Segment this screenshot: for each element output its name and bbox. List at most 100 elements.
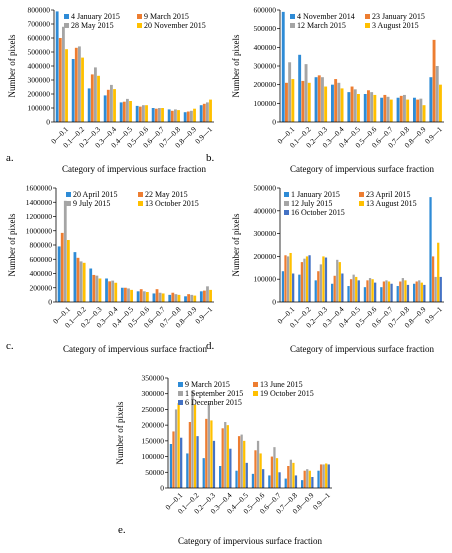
legend-label: 28 May 2015: [71, 21, 114, 30]
x-tick-label: 0.9—1: [311, 491, 332, 512]
bar-s4-c9: [420, 282, 423, 302]
bar-s3-c4: [224, 422, 227, 488]
bar-s5-c6: [262, 469, 265, 488]
bar-s2-c1: [58, 38, 62, 122]
bar-s3-c8: [174, 294, 178, 302]
y-tick-label: 500000: [28, 48, 51, 57]
bar-s5-c7: [278, 472, 281, 488]
bar-s3-c9: [190, 110, 193, 122]
bar-s4-c4: [114, 282, 118, 302]
bar-s2-c9: [303, 470, 306, 488]
legend-swatch: [137, 23, 142, 28]
bar-s1-c1: [57, 246, 61, 302]
y-tick-label: 200000: [254, 80, 277, 89]
y-tick-label: 400000: [254, 43, 277, 52]
bar-s2-c3: [90, 74, 94, 122]
panel-letter: b.: [206, 152, 215, 164]
bar-s3-c5: [126, 98, 129, 122]
bar-s3-c7: [386, 96, 390, 122]
x-tick-label: 0.9—1: [193, 305, 214, 326]
bar-s4-c7: [161, 293, 165, 302]
y-tick-label: 0: [46, 118, 50, 127]
bar-s2-c7: [270, 456, 274, 488]
bar-s3-c2: [78, 46, 81, 122]
bar-s4-c10: [325, 463, 328, 488]
bar-s3-c10: [206, 286, 209, 302]
bar-s2-c5: [124, 287, 127, 302]
x-axis-title: Category of impervious surface fraction: [178, 536, 322, 546]
y-tick-label: 300000: [142, 389, 165, 398]
y-tick-label: 400000: [28, 62, 51, 71]
bar-s2-c10: [203, 290, 206, 302]
y-tick-label: 700000: [28, 20, 51, 29]
bar-s4-c4: [340, 88, 344, 122]
legend-swatch: [290, 23, 295, 28]
bar-s5-c5: [245, 462, 248, 488]
bar-s4-c6: [145, 105, 148, 122]
bar-s4-c8: [177, 294, 181, 302]
bar-s4-c2: [305, 256, 309, 302]
bar-s3-c6: [142, 291, 146, 302]
y-tick-label: 300000: [254, 62, 277, 71]
y-tick-label: 800000: [28, 6, 51, 15]
legend-swatch: [359, 201, 364, 206]
bar-s2-c2: [76, 257, 80, 302]
legend-label: 4 January 2015: [71, 12, 120, 21]
bar-s1-c4: [331, 84, 334, 122]
y-tick-label: 350000: [142, 374, 165, 383]
legend-swatch: [138, 201, 143, 206]
bar-s2-c8: [170, 110, 174, 122]
bar-s5-c2: [196, 436, 199, 488]
bar-s2-c8: [287, 466, 290, 488]
bar-s4-c3: [97, 75, 100, 122]
bar-s3-c9: [190, 294, 194, 302]
bar-s4-c1: [65, 49, 68, 123]
x-tick-label: 0.9—1: [423, 125, 444, 146]
bar-s3-c10: [434, 276, 437, 302]
bar-s1-c2: [186, 453, 189, 488]
bar-s2-c2: [188, 422, 192, 488]
y-tick-label: 600000: [254, 6, 277, 15]
legend-label: 13 October 2015: [145, 199, 199, 208]
bar-s3-c3: [94, 67, 97, 122]
bar-s2-c10: [319, 464, 323, 488]
x-axis-title: Category of impervious surface fraction: [290, 344, 434, 354]
bar-s3-c4: [336, 259, 339, 302]
bar-s4-c2: [82, 262, 86, 302]
legend-label: 16 October 2015: [291, 208, 345, 217]
bar-s1-c6: [363, 287, 367, 302]
bar-s4-c3: [210, 420, 213, 488]
bar-s1-c4: [103, 95, 107, 122]
y-tick-label: 100000: [254, 275, 277, 284]
bar-s1-c9: [184, 296, 187, 302]
bar-s3-c2: [303, 258, 306, 302]
bar-s4-c2: [81, 57, 84, 122]
bar-s4-c1: [291, 79, 295, 122]
bar-s1-c5: [119, 102, 123, 122]
chart-svg: 01000002000003000004000005000006000000—0…: [231, 6, 444, 175]
bar-s2-c6: [367, 90, 370, 122]
x-axis-title: Category of impervious surface fraction: [63, 344, 207, 354]
chart-svg: 0 50000 100000 150000 200000 250000 300000 3500…: [115, 374, 332, 547]
bar-s4-c3: [98, 278, 102, 302]
bar-s5-c9: [423, 284, 426, 302]
bar-s1-c7: [151, 108, 155, 122]
bar-s4-c10: [438, 84, 442, 122]
bar-s3-c2: [191, 390, 194, 488]
bar-s4-c5: [129, 101, 132, 122]
bar-s1-c8: [284, 478, 287, 488]
bar-s4-c6: [371, 279, 374, 302]
bar-s1-c9: [413, 283, 416, 302]
bar-s1-c8: [396, 286, 399, 302]
y-axis-title: Number of pixels: [231, 213, 241, 276]
bar-s3-c3: [321, 77, 324, 122]
bar-s3-c5: [353, 89, 357, 122]
legend-swatch: [137, 14, 142, 19]
bar-s1-c10: [199, 105, 203, 122]
bar-s4-c7: [275, 458, 279, 488]
legend-swatch: [284, 201, 289, 206]
bar-s1-c3: [202, 458, 205, 488]
bar-s1-c3: [314, 77, 318, 122]
bar-s3-c4: [111, 280, 115, 302]
